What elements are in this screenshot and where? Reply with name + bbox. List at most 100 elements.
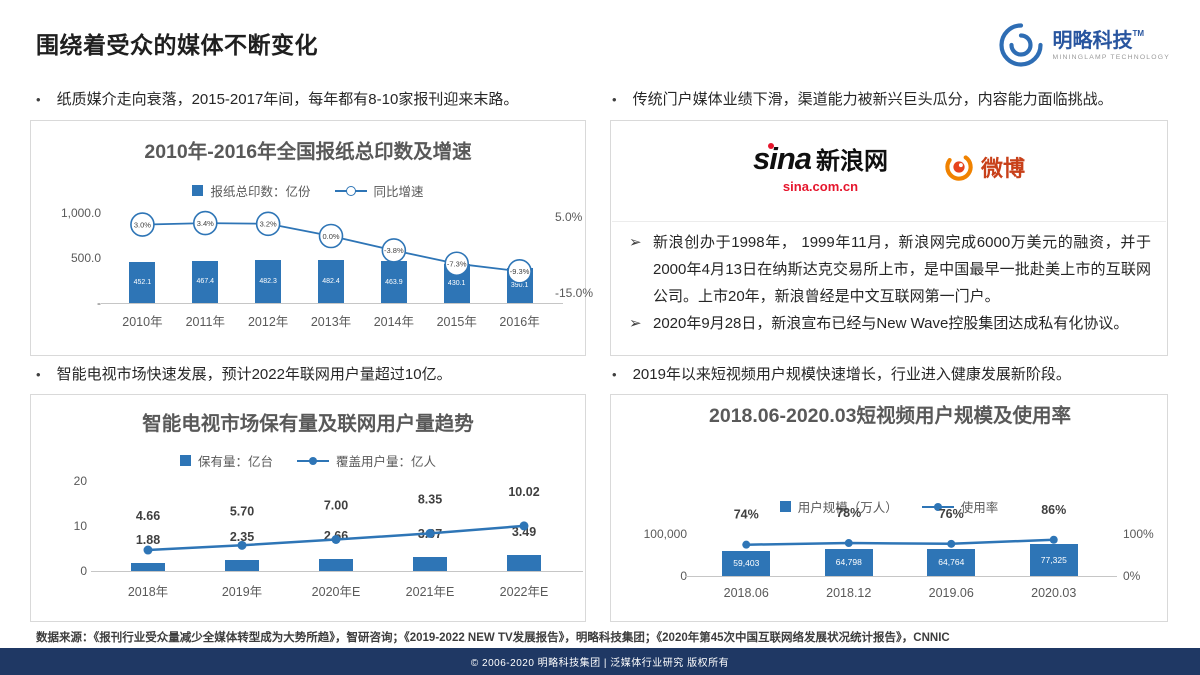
legend-item-bars: 保有量：亿台: [179, 451, 273, 470]
x-axis-label: 2010年: [122, 315, 163, 329]
line-marker: [519, 521, 529, 531]
line-value-label: 0.0%: [322, 232, 339, 241]
line-swatch-icon: [297, 456, 329, 465]
weibo-eye-icon: [945, 153, 973, 181]
footer-bar: © 2006-2020 明略科技集团 | 泛媒体行业研究 版权所有: [0, 648, 1200, 675]
x-axis-label: 2020.03: [1031, 586, 1077, 600]
bar: 64,764: [927, 548, 976, 576]
line-marker: [143, 545, 153, 555]
bar-swatch-icon: [779, 501, 791, 512]
bar: [225, 560, 259, 571]
y-axis-tick: 0: [80, 564, 87, 578]
sina-wordmark: sina: [752, 141, 812, 176]
bar-value-label: 482.3: [259, 277, 277, 285]
bullet-marker: •: [36, 367, 41, 382]
bullet-marker: •: [36, 92, 41, 107]
bar: 482.4: [318, 259, 344, 303]
x-axis-label: 2021年E: [405, 585, 455, 599]
mininglamp-logo-icon: [998, 23, 1043, 67]
line-value-label: 4.66: [136, 509, 160, 523]
chart-title: 2018.06-2020.03短视频用户规模及使用率: [709, 405, 1071, 427]
line-value-label: -9.3%: [510, 267, 530, 276]
line-value-label: -7.3%: [447, 260, 467, 269]
line-value-label: 7.00: [324, 499, 348, 513]
y-axis-tick: 500.0: [70, 251, 101, 265]
x-axis-label: 2015年: [436, 315, 477, 329]
bullet-marker: •: [612, 92, 617, 107]
short-video-chart-panel: 2018.06-2020.03短视频用户规模及使用率 用户规模（万人） 使用率 …: [610, 394, 1168, 622]
x-axis-label: 2018.06: [723, 586, 769, 600]
bar-value-label: 463.9: [385, 278, 403, 286]
chart-legend: 报纸总印数：亿份 同比增速: [31, 181, 585, 200]
bar-value-label: 2.35: [229, 530, 255, 545]
trend-line: 74% 78% 76% 86%: [734, 503, 1066, 549]
x-axis-label: 2019年: [221, 585, 263, 599]
y-axis-tick: 100,000: [643, 527, 687, 541]
line-value-label: 76%: [939, 507, 964, 521]
x-axis-label: 2019.06: [928, 586, 974, 600]
line-marker: [255, 211, 281, 237]
sina-cn-wordmark: 新浪网: [816, 148, 888, 175]
legend-label: 同比增速: [373, 185, 424, 199]
line-swatch-icon: [334, 185, 367, 196]
bar-value-label: 467.4: [196, 278, 215, 286]
bullet-video: • 2019年以来短视频用户规模快速增长，行业进入健康发展新阶段。: [612, 363, 1168, 384]
bullet-tv: • 智能电视市场快速发展，预计2022年联网用户量超过10亿。: [36, 363, 598, 384]
y2-axis-tick: 0%: [1123, 569, 1141, 583]
line-value-label: -3.8%: [384, 246, 404, 255]
line-value-label: 3.0%: [134, 220, 151, 229]
portal-logos: sina 新浪网 sina.com.cn 微博: [611, 141, 1167, 194]
bullet-text: 纸质媒介走向衰落，2015-2017年间，每年都有8-10家报刊迎来末路。: [56, 91, 519, 108]
bar: 59,403: [722, 551, 771, 576]
legend-item-line: 覆盖用户量：亿人: [297, 451, 436, 470]
bullet-text: 智能电视市场快速发展，预计2022年联网用户量超过10亿。: [56, 366, 452, 383]
x-axis: 2018.06 2018.12 2019.06 2020.03: [695, 586, 1105, 600]
bar: 482.3: [255, 259, 282, 303]
bar: [131, 562, 165, 571]
line-value-label: 8.35: [418, 492, 442, 506]
y2-axis-tick: 5.0%: [555, 210, 583, 224]
mininglamp-logo: 明略科技TM MININGLAMP TECHNOLOGY: [998, 22, 1170, 68]
sina-logo: sina 新浪网 sina.com.cn: [753, 141, 888, 194]
bar-value-label: 77,325: [1040, 554, 1067, 565]
arrow-bullet-marker: ➢: [629, 315, 642, 332]
logo-subtitle: MININGLAMP TECHNOLOGY: [1052, 53, 1170, 61]
line-marker: [844, 539, 853, 548]
weibo-wordmark: 微博: [981, 156, 1026, 181]
sina-url: sina.com.cn: [782, 179, 859, 194]
line-value-label: 10.02: [508, 485, 539, 499]
legend-label: 使用率: [960, 501, 999, 515]
line-marker: [1049, 535, 1058, 544]
line-value-label: 74%: [734, 508, 759, 522]
divider: [612, 221, 1166, 222]
smart-tv-chart-panel: 智能电视市场保有量及联网用户量趋势 保有量：亿台 覆盖用户量：亿人 20 10 …: [30, 394, 586, 622]
line-marker: [444, 251, 470, 277]
bar: 64,798: [824, 548, 873, 576]
y-axis-tick: 10: [73, 519, 87, 533]
bar: 452.1: [129, 262, 156, 303]
legend-label: 保有量：亿台: [197, 455, 273, 469]
legend-label: 报纸总印数：亿份: [210, 185, 311, 199]
chart-legend: 用户规模（万人） 使用率: [611, 497, 1167, 516]
bar: [413, 557, 447, 571]
bar: 77,325: [1029, 543, 1078, 576]
y2-axis-tick: 100%: [1123, 527, 1154, 541]
bar-value-label: 64,764: [938, 557, 965, 568]
x-axis: 2018年 2019年 2020年E 2021年E 2022年E: [101, 581, 571, 600]
x-axis-label: 2022年E: [499, 585, 549, 599]
y-axis-tick: -: [97, 296, 101, 310]
bar-swatch-icon: [179, 455, 191, 466]
legend-item-bars: 用户规模（万人）: [779, 497, 898, 516]
data-source-note: 数据来源：《报刊行业受众量减少全媒体转型成为大势所趋》，智研咨询；《2019-2…: [36, 632, 950, 644]
logo-tm: TM: [1132, 28, 1145, 38]
bar-value-label: 59,403: [733, 558, 760, 569]
plot-area: 59,403 64,798 64,764 77,325 74% 78% 76% 86%: [685, 503, 1117, 577]
y-axis-tick: 20: [73, 474, 87, 488]
line-marker: [507, 259, 532, 284]
legend-item-bars: 报纸总印数：亿份: [192, 181, 311, 200]
bar-value-label: 390.1: [510, 281, 529, 289]
line-marker: [742, 540, 751, 549]
legend-label: 覆盖用户量：亿人: [336, 455, 437, 469]
footer-text: © 2006-2020 明略科技集团 | 泛媒体行业研究 版权所有: [470, 658, 730, 669]
x-axis-label: 2018.12: [826, 586, 872, 600]
